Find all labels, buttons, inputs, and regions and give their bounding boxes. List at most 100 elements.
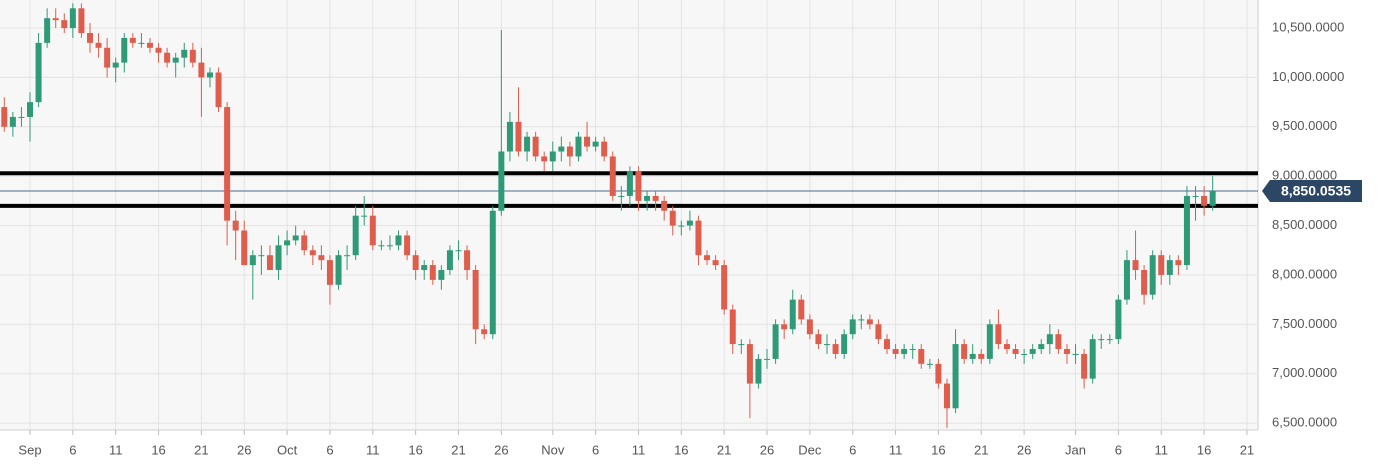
candle-body: [1175, 260, 1182, 266]
x-tick-label: 11: [889, 442, 903, 457]
candle-body: [498, 151, 505, 211]
candle-body: [69, 8, 76, 29]
candle-body: [969, 353, 976, 359]
candle-body: [1081, 353, 1088, 379]
candle-body: [335, 255, 342, 285]
candle-body: [866, 319, 873, 325]
candle-body: [421, 265, 428, 271]
candle-body: [515, 121, 522, 152]
x-tick-label: 26: [494, 442, 508, 457]
candle-body: [798, 299, 805, 320]
candle-body: [44, 18, 51, 43]
y-tick-label: 7,000.0000: [1272, 365, 1337, 380]
candle-body: [395, 235, 402, 246]
candle-body: [9, 116, 16, 127]
candle-body: [926, 363, 933, 365]
last-price-label: 8,850.0535: [1281, 183, 1351, 199]
x-tick-label: 16: [1197, 442, 1211, 457]
candle-body: [824, 344, 831, 346]
candle-body: [618, 195, 625, 197]
candle-body: [592, 141, 599, 147]
x-tick-label: 26: [237, 442, 251, 457]
candle-body: [301, 235, 308, 251]
candle-body: [875, 324, 882, 340]
candle-body: [584, 136, 591, 147]
candle-body: [1201, 195, 1208, 206]
x-tick-label: 21: [974, 442, 988, 457]
candle-body: [275, 245, 282, 271]
candle-body: [1098, 339, 1105, 341]
candle-body: [772, 324, 779, 359]
candle-body: [549, 151, 556, 162]
candle-body: [678, 225, 685, 227]
x-tick-label: Oct: [277, 442, 298, 457]
candle-body: [961, 344, 968, 359]
plot-area: [0, 0, 1258, 430]
y-tick-label: 8,000.0000: [1272, 266, 1337, 281]
x-tick-label: 16: [408, 442, 422, 457]
candle-body: [266, 255, 273, 271]
candle-body: [721, 265, 728, 310]
candle-body: [746, 344, 753, 384]
price-axis: [1258, 0, 1391, 473]
candle-body: [566, 146, 573, 157]
candle-body: [609, 156, 616, 196]
x-tick-label: 16: [674, 442, 688, 457]
candle-body: [1038, 344, 1045, 350]
candle-body: [815, 334, 822, 345]
candle-body: [241, 230, 248, 266]
candle-body: [626, 171, 633, 196]
x-tick-label: Dec: [798, 442, 822, 457]
candle-body: [669, 210, 676, 226]
candle-body: [918, 349, 925, 364]
candle-body: [644, 195, 651, 201]
candle-body: [764, 358, 771, 360]
x-tick-label: 11: [109, 442, 123, 457]
candle-body: [884, 339, 890, 350]
candle-body: [909, 349, 916, 351]
candle-body: [189, 49, 196, 63]
candle-body: [841, 334, 848, 354]
candle-body: [326, 260, 333, 285]
x-tick-label: 6: [69, 442, 76, 457]
candle-body: [481, 329, 488, 335]
last-price-tag: [1262, 179, 1362, 202]
candle-body: [755, 358, 762, 384]
candle-body: [27, 102, 33, 117]
candle-body: [892, 349, 899, 354]
candle-body: [284, 240, 291, 246]
candle-body: [686, 220, 693, 226]
candle-body: [995, 324, 1002, 345]
x-tick-label: 16: [931, 442, 945, 457]
candle-body: [78, 8, 85, 33]
candle-body: [489, 210, 496, 335]
x-tick-label: 6: [849, 442, 856, 457]
candle-body: [86, 32, 93, 43]
candle-body: [206, 72, 213, 78]
candle-body: [832, 344, 839, 354]
candle-body: [18, 116, 25, 118]
x-tick-label: 11: [632, 442, 646, 457]
candle-body: [635, 171, 642, 201]
candle-body: [986, 324, 993, 359]
candle-body: [601, 141, 608, 157]
x-tick-label: 6: [592, 442, 599, 457]
candle-body: [532, 136, 539, 157]
candle-body: [318, 255, 325, 261]
candle-body: [704, 255, 711, 261]
candle-body: [386, 245, 393, 247]
candle-body: [1115, 299, 1122, 340]
candle-body: [198, 62, 205, 78]
candle-body: [1029, 349, 1036, 354]
y-tick-label: 7,500.0000: [1272, 316, 1337, 331]
candle-body: [935, 363, 942, 384]
candle-body: [729, 309, 736, 345]
x-tick-label: 21: [194, 442, 208, 457]
candle-body: [61, 20, 68, 29]
candle-body: [352, 215, 359, 256]
x-tick-label: 21: [451, 442, 465, 457]
candle-body: [1055, 334, 1062, 350]
candle-body: [1149, 255, 1156, 295]
x-tick-label: Sep: [18, 442, 41, 457]
candle-body: [1089, 339, 1096, 379]
